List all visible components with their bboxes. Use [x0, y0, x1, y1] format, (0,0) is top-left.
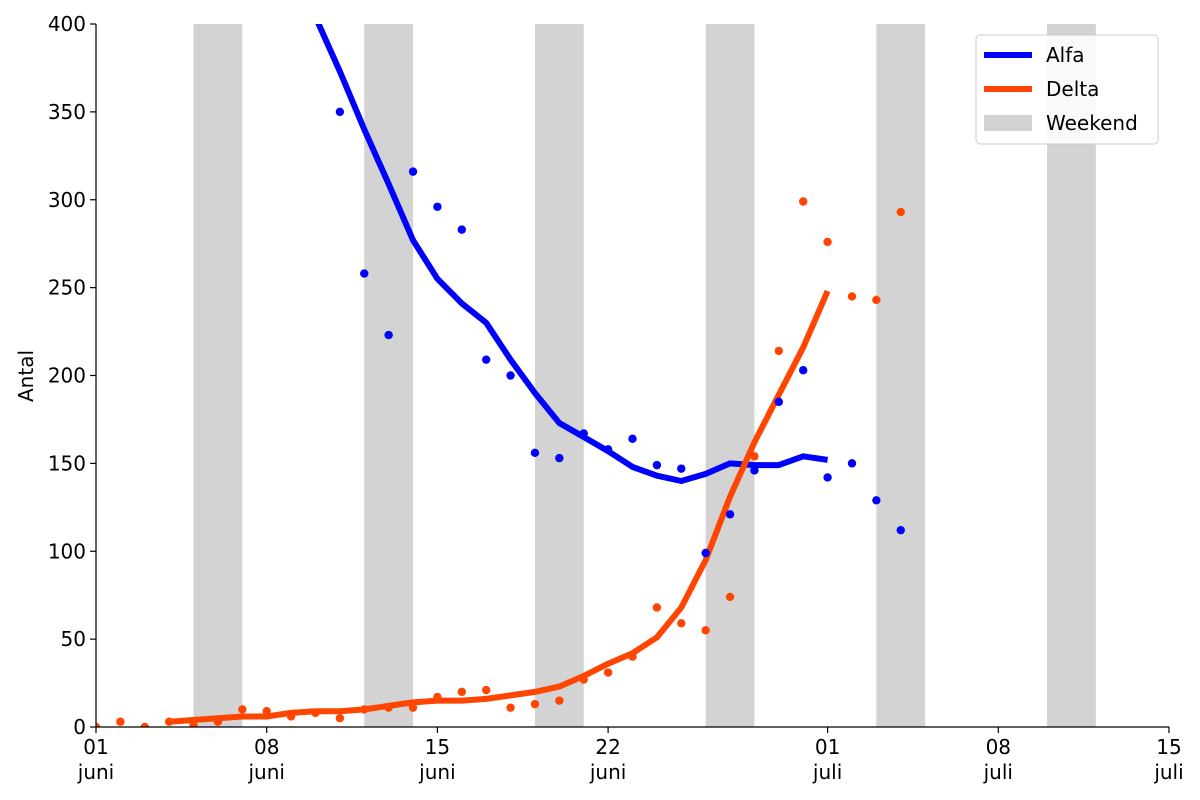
point-alfa-2021-06-26	[701, 548, 710, 558]
point-delta-2021-06-12	[360, 705, 369, 714]
point-delta-2021-07-04	[896, 207, 905, 217]
point-delta-2021-06-18	[506, 703, 515, 712]
point-delta-2021-07-03	[872, 295, 881, 305]
x-tick-day-2021-06-08: 08	[254, 735, 279, 759]
point-alfa-2021-06-22	[603, 445, 613, 454]
point-delta-2021-06-13	[384, 703, 393, 712]
point-delta-2021-06-30	[799, 197, 808, 206]
point-delta-2021-06-26	[701, 626, 710, 635]
point-delta-2021-06-28	[750, 452, 759, 461]
point-alfa-2021-07-04	[896, 525, 905, 535]
weekend-bands	[193, 24, 1096, 727]
y-tick-label-200: 200	[48, 364, 86, 388]
point-alfa-2021-06-13	[384, 330, 393, 340]
point-alfa-2021-06-24	[652, 460, 662, 470]
point-delta-2021-06-22	[603, 668, 613, 677]
point-alfa-2021-06-19	[530, 448, 540, 458]
point-delta-2021-06-24	[652, 603, 662, 612]
y-tick-label-400: 400	[48, 12, 86, 36]
trend-lines	[168, 24, 831, 725]
point-delta-2021-06-20	[555, 696, 564, 705]
weekend-band-2	[364, 24, 414, 727]
y-tick-label-0: 0	[73, 715, 86, 739]
point-alfa-2021-06-16	[457, 225, 466, 234]
point-alfa-2021-06-12	[360, 269, 369, 278]
point-alfa-2021-06-11	[335, 107, 345, 117]
legend-label-weekend: Weekend	[1046, 111, 1138, 135]
point-alfa-2021-06-20	[555, 453, 564, 463]
x-tick-day-2021-06-15: 15	[425, 735, 450, 759]
point-alfa-2021-06-15	[433, 202, 442, 211]
point-delta-2021-06-15	[433, 692, 442, 702]
y-tick-label-250: 250	[48, 276, 86, 300]
x-tick-month-2021-06-15: juni	[418, 760, 455, 784]
point-delta-2021-06-14	[408, 703, 418, 712]
legend-patch-weekend	[984, 115, 1032, 131]
y-tick-label-350: 350	[48, 100, 86, 124]
point-delta-2021-06-05	[189, 721, 198, 727]
x-tick-month-2021-06-08: juni	[247, 760, 284, 784]
point-delta-2021-07-02	[847, 292, 857, 301]
point-delta-2021-07-01	[823, 237, 832, 247]
weekend-band-5	[876, 24, 926, 727]
x-tick-day-2021-07-15: 15	[1156, 735, 1181, 759]
point-delta-2021-06-25	[677, 619, 686, 628]
point-alfa-2021-06-28	[750, 466, 759, 475]
x-tick-day-2021-07-01: 01	[815, 735, 840, 759]
x-tick-day-2021-06-22: 22	[595, 735, 620, 759]
point-delta-2021-06-08	[262, 706, 271, 716]
point-alfa-2021-06-30	[799, 366, 808, 375]
point-delta-2021-06-17	[481, 685, 491, 695]
point-delta-2021-06-09	[286, 712, 296, 721]
y-tick-label-300: 300	[48, 188, 86, 212]
point-delta-2021-06-11	[335, 714, 345, 723]
x-tick-month-2021-07-15: juli	[1153, 760, 1183, 784]
point-delta-2021-06-03	[140, 722, 149, 727]
point-alfa-2021-06-29	[774, 397, 784, 407]
x-tick-month-2021-06-22: juni	[589, 760, 626, 784]
point-delta-2021-06-10	[311, 708, 320, 718]
point-delta-2021-06-29	[774, 346, 784, 356]
x-tick-day-2021-06-01: 01	[83, 735, 108, 759]
point-alfa-2021-06-18	[506, 371, 515, 380]
x-tick-month-2021-07-01: juli	[812, 760, 842, 784]
y-tick-label-100: 100	[48, 539, 86, 563]
point-alfa-2021-06-27	[725, 510, 735, 519]
point-alfa-2021-06-23	[628, 434, 637, 443]
legend: Alfa Delta Weekend	[975, 34, 1159, 145]
point-alfa-2021-06-25	[677, 464, 686, 473]
point-delta-2021-06-02	[116, 717, 125, 726]
legend-label-alfa: Alfa	[1046, 43, 1085, 67]
y-tick-label-50: 50	[61, 627, 86, 651]
legend-label-delta: Delta	[1046, 77, 1099, 101]
point-alfa-2021-07-03	[872, 496, 881, 505]
x-tick-month-2021-07-08: juli	[983, 760, 1013, 784]
x-tick-month-2021-06-01: juni	[77, 760, 114, 784]
point-delta-2021-06-01	[96, 722, 101, 727]
y-tick-label-150: 150	[48, 451, 86, 475]
point-delta-2021-06-19	[530, 699, 540, 709]
point-alfa-2021-07-01	[823, 473, 832, 482]
point-alfa-2021-07-02	[847, 459, 857, 468]
point-delta-2021-06-06	[213, 717, 223, 726]
y-axis-title: Antal	[14, 350, 38, 402]
point-alfa-2021-06-21	[579, 429, 588, 438]
weekend-band-4	[705, 24, 755, 727]
point-alfa-2021-06-14	[408, 167, 418, 176]
point-delta-2021-06-27	[725, 592, 735, 602]
trend-line-delta	[168, 289, 831, 725]
point-alfa-2021-06-17	[481, 355, 491, 364]
x-tick-day-2021-07-08: 08	[986, 735, 1011, 759]
data-points	[96, 107, 905, 727]
y-ticks: 0 50 100 150 200 250 300 350 400	[48, 12, 96, 739]
point-delta-2021-06-21	[579, 675, 588, 684]
point-delta-2021-06-04	[164, 717, 174, 726]
point-delta-2021-06-16	[457, 687, 466, 697]
weekend-band-3	[534, 24, 584, 727]
weekend-band-1	[193, 24, 243, 727]
point-delta-2021-06-07	[238, 705, 247, 714]
point-delta-2021-06-23	[628, 652, 637, 661]
x-ticks: 01juni08juni15juni22juni01juli08juli15ju…	[77, 727, 1184, 784]
